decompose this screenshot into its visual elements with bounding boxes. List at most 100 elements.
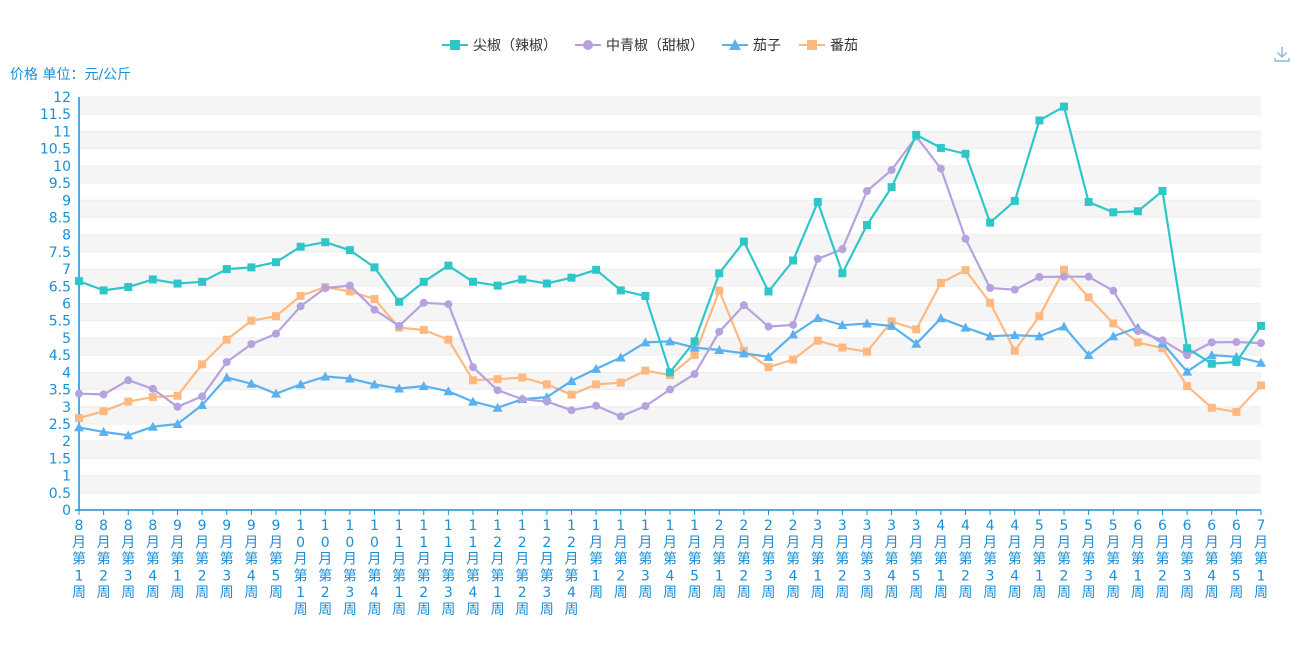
data-point[interactable]: [838, 343, 847, 352]
data-point[interactable]: [124, 282, 133, 291]
data-point[interactable]: [345, 246, 354, 255]
data-point[interactable]: [1182, 366, 1193, 376]
data-point[interactable]: [986, 284, 995, 293]
data-point[interactable]: [715, 269, 724, 278]
data-point[interactable]: [616, 378, 625, 387]
data-point[interactable]: [1232, 407, 1241, 416]
data-point[interactable]: [1206, 350, 1217, 360]
data-point[interactable]: [370, 263, 379, 272]
data-point[interactable]: [272, 329, 280, 338]
data-point[interactable]: [98, 426, 109, 436]
data-point[interactable]: [567, 390, 576, 399]
data-point[interactable]: [641, 402, 650, 411]
data-point[interactable]: [272, 312, 280, 321]
data-point[interactable]: [789, 256, 798, 265]
data-point[interactable]: [666, 385, 674, 394]
data-point[interactable]: [247, 340, 256, 349]
data-point[interactable]: [296, 242, 305, 251]
data-point[interactable]: [789, 320, 798, 329]
data-point[interactable]: [444, 261, 453, 270]
data-point[interactable]: [764, 363, 773, 372]
legend-item-3[interactable]: 番茄: [799, 35, 858, 55]
data-point[interactable]: [542, 279, 551, 288]
data-point[interactable]: [837, 320, 848, 330]
data-point[interactable]: [591, 363, 602, 373]
data-point[interactable]: [1257, 339, 1265, 348]
data-point[interactable]: [936, 164, 945, 173]
data-point[interactable]: [813, 254, 822, 263]
data-point[interactable]: [369, 379, 380, 389]
data-point[interactable]: [148, 275, 157, 284]
data-point[interactable]: [370, 305, 379, 314]
data-point[interactable]: [518, 395, 527, 404]
data-point[interactable]: [296, 302, 305, 311]
data-point[interactable]: [1010, 346, 1019, 355]
data-point[interactable]: [689, 342, 700, 352]
data-point[interactable]: [1183, 351, 1192, 360]
data-point[interactable]: [74, 422, 84, 432]
data-point[interactable]: [222, 358, 231, 367]
data-point[interactable]: [444, 300, 453, 309]
data-point[interactable]: [320, 371, 331, 381]
data-point[interactable]: [961, 149, 970, 158]
data-point[interactable]: [690, 337, 699, 346]
data-point[interactable]: [296, 291, 305, 300]
data-point[interactable]: [887, 165, 896, 174]
data-point[interactable]: [641, 291, 650, 300]
data-point[interactable]: [542, 380, 551, 389]
data-point[interactable]: [99, 390, 108, 399]
data-point[interactable]: [715, 327, 724, 336]
data-point[interactable]: [444, 335, 453, 344]
data-point[interactable]: [542, 397, 551, 406]
data-point[interactable]: [173, 402, 182, 411]
data-point[interactable]: [862, 318, 872, 328]
legend-item-2[interactable]: 茄子: [722, 35, 781, 55]
data-point[interactable]: [124, 376, 133, 385]
data-point[interactable]: [75, 389, 83, 398]
data-point[interactable]: [221, 372, 232, 382]
data-point[interactable]: [469, 376, 477, 385]
data-point[interactable]: [566, 375, 577, 385]
data-point[interactable]: [813, 197, 822, 206]
data-point[interactable]: [370, 295, 379, 304]
data-point[interactable]: [518, 275, 527, 284]
data-point[interactable]: [493, 281, 502, 290]
data-point[interactable]: [271, 388, 281, 398]
data-point[interactable]: [812, 312, 823, 322]
data-point[interactable]: [1035, 272, 1044, 281]
data-point[interactable]: [99, 286, 108, 295]
data-point[interactable]: [960, 322, 971, 332]
data-point[interactable]: [912, 130, 921, 139]
data-point[interactable]: [764, 322, 773, 331]
data-point[interactable]: [246, 378, 257, 388]
data-point[interactable]: [690, 370, 699, 379]
data-point[interactable]: [418, 381, 429, 391]
data-point[interactable]: [1084, 272, 1093, 281]
data-point[interactable]: [641, 366, 650, 375]
data-point[interactable]: [222, 335, 231, 344]
data-point[interactable]: [419, 326, 428, 335]
data-point[interactable]: [394, 383, 405, 393]
data-point[interactable]: [738, 348, 749, 358]
data-point[interactable]: [493, 375, 502, 384]
data-point[interactable]: [1232, 358, 1241, 367]
data-point[interactable]: [813, 336, 822, 345]
data-point[interactable]: [345, 281, 354, 290]
data-point[interactable]: [1010, 285, 1019, 294]
data-point[interactable]: [1207, 403, 1216, 412]
data-point[interactable]: [172, 418, 183, 428]
data-point[interactable]: [75, 414, 83, 423]
data-point[interactable]: [567, 273, 576, 282]
data-point[interactable]: [518, 373, 527, 382]
data-point[interactable]: [863, 221, 871, 230]
data-point[interactable]: [1109, 208, 1118, 217]
data-point[interactable]: [1035, 116, 1044, 125]
data-point[interactable]: [395, 297, 404, 306]
data-point[interactable]: [419, 277, 428, 286]
data-point[interactable]: [961, 266, 970, 275]
data-point[interactable]: [936, 278, 945, 287]
data-point[interactable]: [148, 384, 157, 393]
data-point[interactable]: [173, 391, 182, 400]
data-point[interactable]: [99, 407, 108, 416]
data-point[interactable]: [666, 368, 674, 377]
